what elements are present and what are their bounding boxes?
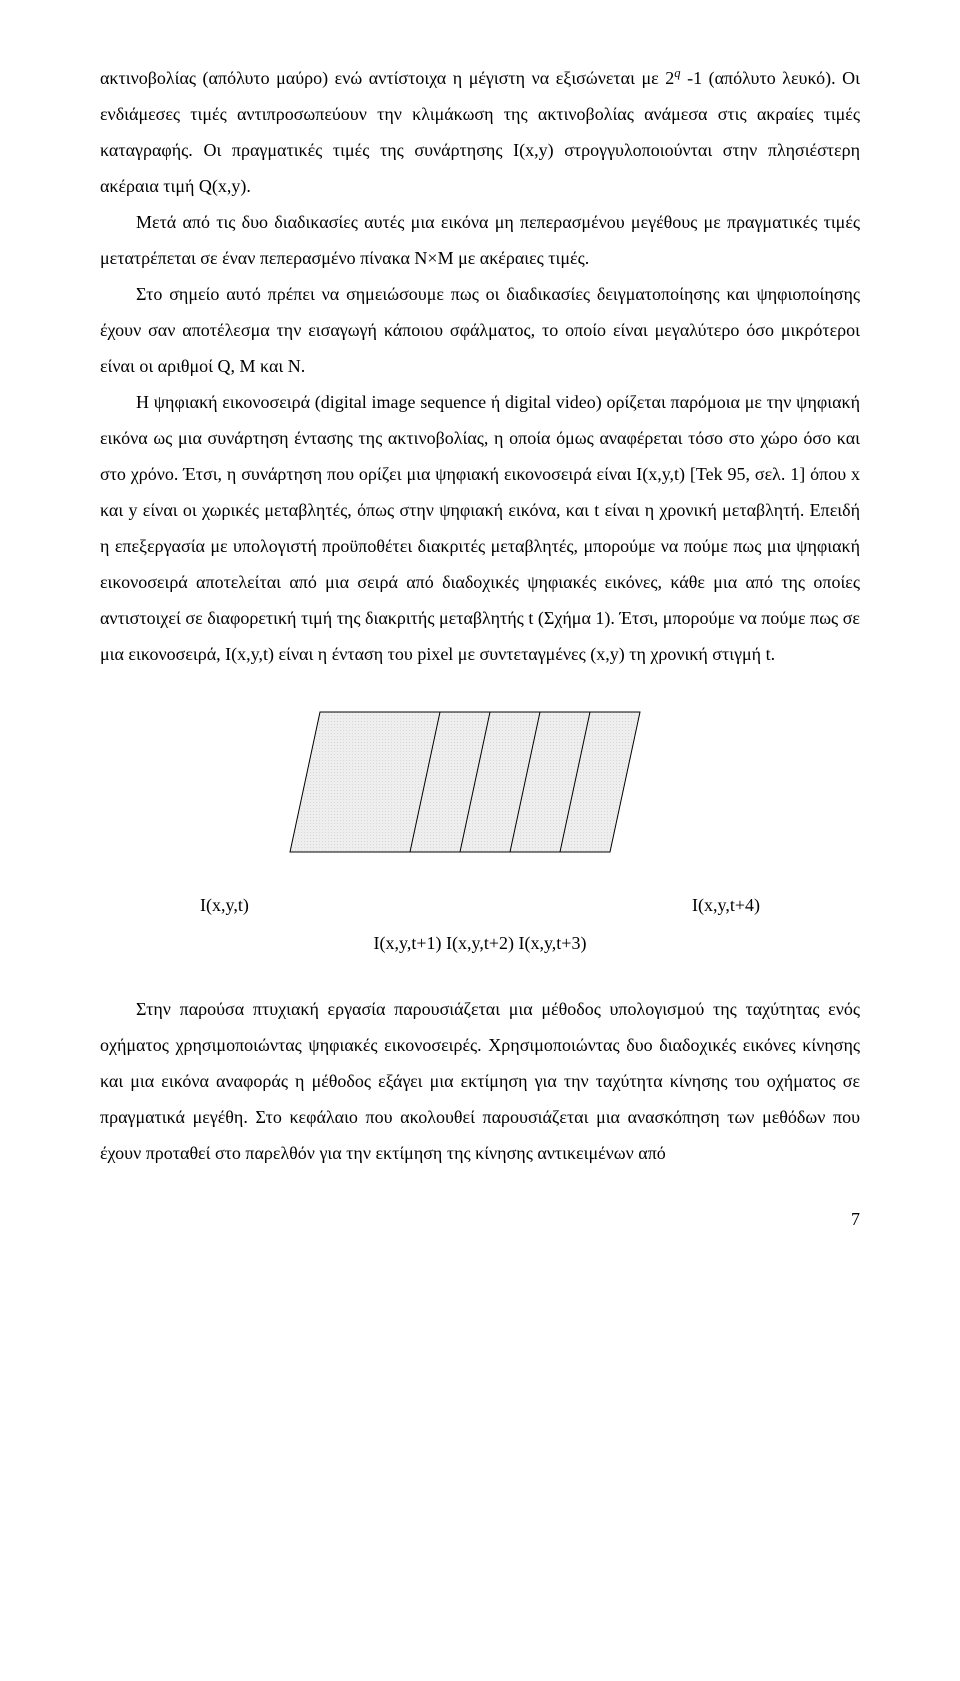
p5-text: Στην παρούσα πτυχιακή εργασία παρουσιάζε… xyxy=(100,999,860,1163)
label-left: I(x,y,t) xyxy=(200,887,249,923)
diagram-outer-labels: I(x,y,t) I(x,y,t+4) xyxy=(200,887,760,923)
p2-text: Μετά από τις δυο διαδικασίες αυτές μια ε… xyxy=(100,212,860,268)
paragraph-3: Στο σημείο αυτό πρέπει να σημειώσουμε πω… xyxy=(100,276,860,384)
paragraph-4: Η ψηφιακή εικονοσειρά (digital image seq… xyxy=(100,384,860,672)
label-mid1: I(x,y,t+1) xyxy=(374,933,442,953)
label-mid3: I(x,y,t+3) xyxy=(518,933,586,953)
label-right: I(x,y,t+4) xyxy=(692,887,760,923)
frames-svg xyxy=(270,702,690,882)
diagram-middle-labels: I(x,y,t+1) I(x,y,t+2) I(x,y,t+3) xyxy=(100,925,860,961)
image-sequence-diagram: I(x,y,t) I(x,y,t+4) I(x,y,t+1) I(x,y,t+2… xyxy=(100,702,860,961)
paragraph-1: ακτινοβολίας (απόλυτο μαύρο) ενώ αντίστο… xyxy=(100,60,860,204)
p4-text: Η ψηφιακή εικονοσειρά (digital image seq… xyxy=(100,392,860,664)
p1-text-before: ακτινοβολίας (απόλυτο μαύρο) ενώ αντίστο… xyxy=(100,68,674,88)
spacer xyxy=(100,971,860,991)
label-mid2: I(x,y,t+2) xyxy=(446,933,514,953)
paragraph-2: Μετά από τις δυο διαδικασίες αυτές μια ε… xyxy=(100,204,860,276)
paragraph-5: Στην παρούσα πτυχιακή εργασία παρουσιάζε… xyxy=(100,991,860,1171)
page-number: 7 xyxy=(100,1201,860,1237)
p3-text: Στο σημείο αυτό πρέπει να σημειώσουμε πω… xyxy=(100,284,860,376)
